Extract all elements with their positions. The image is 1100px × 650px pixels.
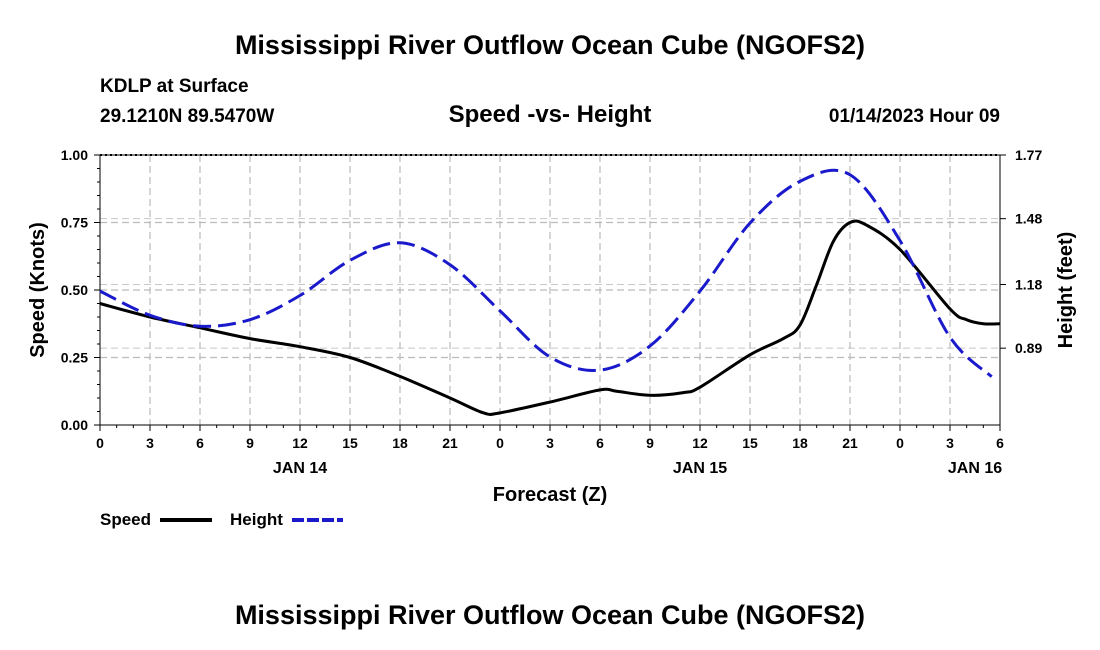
x-tick-label: 18 bbox=[792, 435, 808, 451]
chart-subtitle: Speed -vs- Height bbox=[448, 101, 652, 128]
coords-label: 29.1210N 89.5470W bbox=[100, 106, 275, 127]
series-line-speed bbox=[99, 219, 1001, 416]
y-tick-label: 0.25 bbox=[61, 350, 88, 366]
y-tick-label: 0.50 bbox=[61, 282, 88, 298]
legend-height-label: Height bbox=[230, 510, 283, 529]
y2-tick-label: 1.18 bbox=[1015, 277, 1042, 293]
datetime-label: 01/14/2023 Hour 09 bbox=[828, 106, 1000, 127]
x-tick-label: 0 bbox=[896, 435, 904, 451]
x-axis-label: Forecast (Z) bbox=[493, 484, 607, 506]
y2-axis-label: Height (feet) bbox=[1055, 232, 1077, 349]
y-tick-label: 1.00 bbox=[61, 147, 88, 163]
y2-tick-label: 1.48 bbox=[1015, 211, 1042, 227]
legend-speed-label: Speed bbox=[100, 510, 151, 529]
x-tick-label: 9 bbox=[246, 435, 254, 451]
x-tick-label: 6 bbox=[596, 435, 604, 451]
chart-title-bottom: Mississippi River Outflow Ocean Cube (NG… bbox=[234, 600, 866, 630]
x-tick-label: 3 bbox=[546, 435, 554, 451]
grid bbox=[100, 154, 1000, 425]
legend: Speed Height bbox=[100, 510, 343, 529]
y2-tick-label: 1.77 bbox=[1015, 147, 1042, 163]
x-tick-label: 15 bbox=[342, 435, 358, 451]
day-label: JAN 16 bbox=[948, 460, 1002, 477]
day-label: JAN 14 bbox=[273, 460, 327, 477]
x-tick-label: 3 bbox=[146, 435, 154, 451]
series-line-height bbox=[99, 168, 993, 378]
axis-ticks bbox=[94, 154, 1006, 431]
x-tick-label: 12 bbox=[692, 435, 708, 451]
y-tick-label: 0.00 bbox=[61, 417, 88, 433]
speed-height-chart: 0 3 6 9 12 15 18 21 0 3 6 9 12 15 18 21 0 3 6 0.00 0.25 0.50 0… bbox=[27, 147, 1077, 529]
x-tick-label: 6 bbox=[196, 435, 204, 451]
x-tick-label: 6 bbox=[996, 435, 1004, 451]
x-tick-label: 15 bbox=[742, 435, 758, 451]
y2-tick-label: 0.89 bbox=[1015, 340, 1042, 356]
x-tick-label: 21 bbox=[842, 435, 858, 451]
series-lines bbox=[99, 168, 1001, 416]
x-tick-label: 0 bbox=[96, 435, 104, 451]
tick-labels: 0 3 6 9 12 15 18 21 0 3 6 9 12 15 18 21 0 3 6 0.00 0.25 0.50 0… bbox=[61, 147, 1043, 477]
x-tick-label: 18 bbox=[392, 435, 408, 451]
x-tick-label: 0 bbox=[496, 435, 504, 451]
chart-title-top: Mississippi River Outflow Ocean Cube (NG… bbox=[234, 30, 866, 60]
day-label: JAN 15 bbox=[673, 460, 727, 477]
x-tick-label: 3 bbox=[946, 435, 954, 451]
y-axis-label: Speed (Knots) bbox=[27, 222, 49, 358]
x-tick-label: 9 bbox=[646, 435, 654, 451]
y-tick-label: 0.75 bbox=[61, 215, 88, 231]
x-tick-label: 12 bbox=[292, 435, 308, 451]
station-label: KDLP at Surface bbox=[100, 76, 249, 97]
x-tick-label: 21 bbox=[442, 435, 458, 451]
